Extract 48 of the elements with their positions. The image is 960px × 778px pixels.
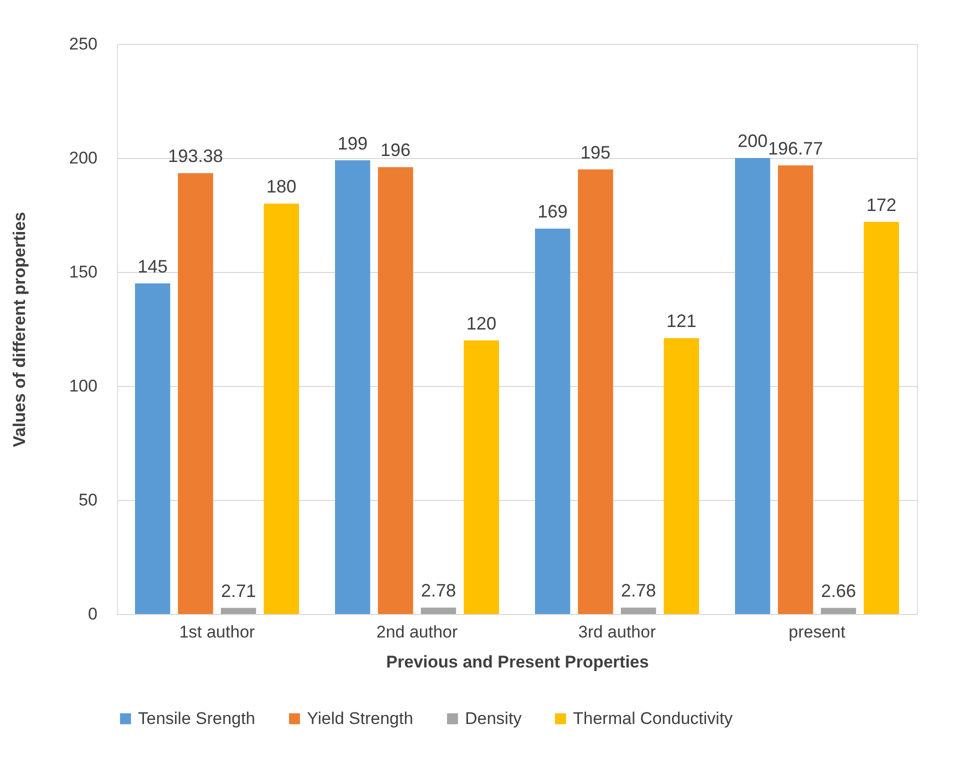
bar (535, 228, 570, 614)
x-tick-label: 3rd author (578, 622, 656, 642)
bar (264, 204, 299, 614)
legend-label: Yield Strength (307, 708, 414, 728)
x-tick-label: present (788, 622, 846, 642)
data-label: 145 (138, 256, 168, 276)
y-axis-title: Values of different properties (10, 212, 30, 448)
bar (664, 338, 699, 614)
legend-label: Tensile Srength (138, 708, 256, 728)
data-label: 195 (580, 142, 611, 162)
bar (178, 173, 214, 614)
bar (735, 158, 770, 614)
data-label: 2.78 (620, 580, 656, 601)
data-label: 196 (380, 140, 411, 160)
data-label: 120 (466, 313, 496, 334)
x-tick-label: 2nd author (376, 622, 458, 642)
bar (420, 608, 456, 614)
bar (620, 608, 656, 614)
data-label: 196.77 (768, 138, 824, 158)
y-tick-label: 200 (69, 148, 98, 168)
x-axis-title: Previous and Present Properties (386, 652, 649, 672)
data-label: 172 (866, 194, 896, 215)
x-tick-label: 1st author (179, 622, 256, 642)
bar (820, 608, 856, 614)
data-label: 2.78 (420, 580, 456, 601)
data-label: 169 (538, 202, 568, 222)
legend-label: Thermal Conductivity (573, 708, 734, 728)
y-tick-label: 100 (69, 376, 98, 396)
bar (864, 222, 899, 614)
legend-label: Density (465, 708, 522, 728)
bar (135, 283, 170, 614)
data-label: 2.66 (820, 580, 856, 601)
bar (220, 608, 256, 614)
bar (578, 169, 614, 614)
y-tick-label: 0 (88, 604, 98, 624)
data-label: 200 (738, 131, 768, 151)
bar (464, 340, 499, 614)
bar (335, 160, 370, 614)
data-label: 193.38 (168, 146, 224, 166)
y-tick-label: 250 (69, 34, 98, 54)
bar (778, 165, 814, 614)
data-label: 2.71 (220, 580, 256, 601)
y-tick-label: 150 (69, 262, 98, 282)
y-tick-label: 50 (78, 490, 98, 510)
bar (378, 167, 414, 614)
data-label: 121 (666, 311, 696, 332)
data-label: 180 (266, 176, 296, 197)
data-label: 199 (338, 133, 368, 154)
